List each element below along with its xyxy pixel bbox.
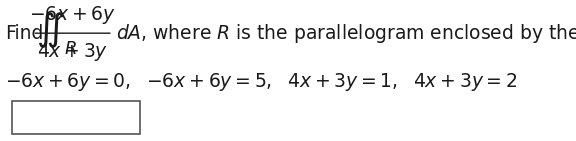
FancyBboxPatch shape [12, 101, 140, 134]
Text: $-6x+6y=0,$  $-6x+6y=5,$  $4x+3y=1,$  $4x+3y=2$: $-6x+6y=0,$ $-6x+6y=5,$ $4x+3y=1,$ $4x+3… [5, 71, 517, 93]
Text: $4x+3y$: $4x+3y$ [37, 41, 108, 63]
Text: $\iint_R$: $\iint_R$ [36, 10, 78, 56]
Text: $dA$, where $R$ is the parallelogram enclosed by the lines: $dA$, where $R$ is the parallelogram enc… [116, 22, 576, 45]
Text: $-6x+6y$: $-6x+6y$ [29, 4, 116, 26]
Text: Find: Find [5, 24, 43, 43]
